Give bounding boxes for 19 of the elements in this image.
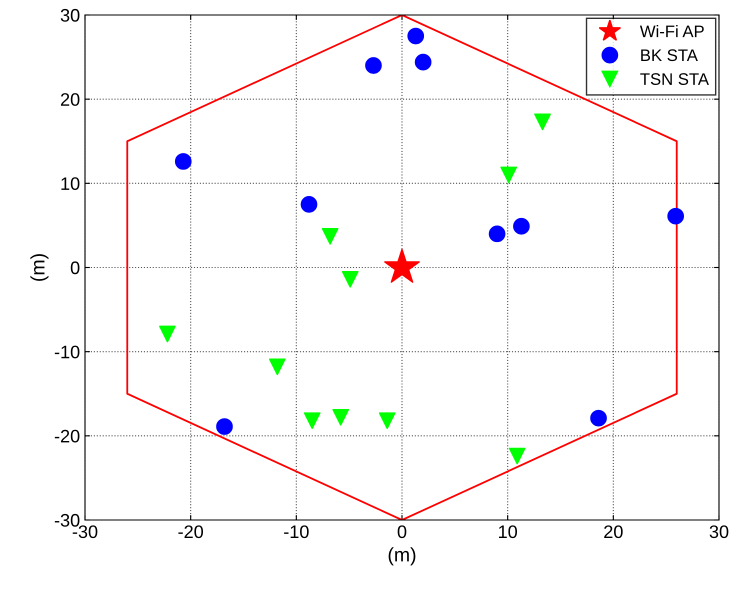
x-tick-label: -30 [72,525,98,538]
y-tick-label: 30 [60,8,80,22]
y-tick-label: 20 [60,93,80,106]
legend-label: TSN STA [640,73,709,85]
y-axis-title: (m) [30,254,48,281]
x-tick-label: -10 [284,525,309,538]
y-tick-label: -10 [54,346,80,358]
y-tick-label: -20 [54,430,80,443]
x-tick-label: 30 [710,525,728,538]
x-tick-label: 20 [604,525,623,538]
y-tick-label: 10 [61,177,80,190]
x-tick-label: -20 [178,525,204,538]
legend-label: Wi-Fi AP [640,25,704,38]
x-axis-title: (m) [388,547,416,566]
legend-label: BK STA [641,49,698,62]
y-tick-label: 0 [70,261,80,274]
x-tick-label: 0 [398,525,406,538]
y-tick-label: -30 [54,514,80,527]
x-tick-label: 10 [499,525,518,538]
